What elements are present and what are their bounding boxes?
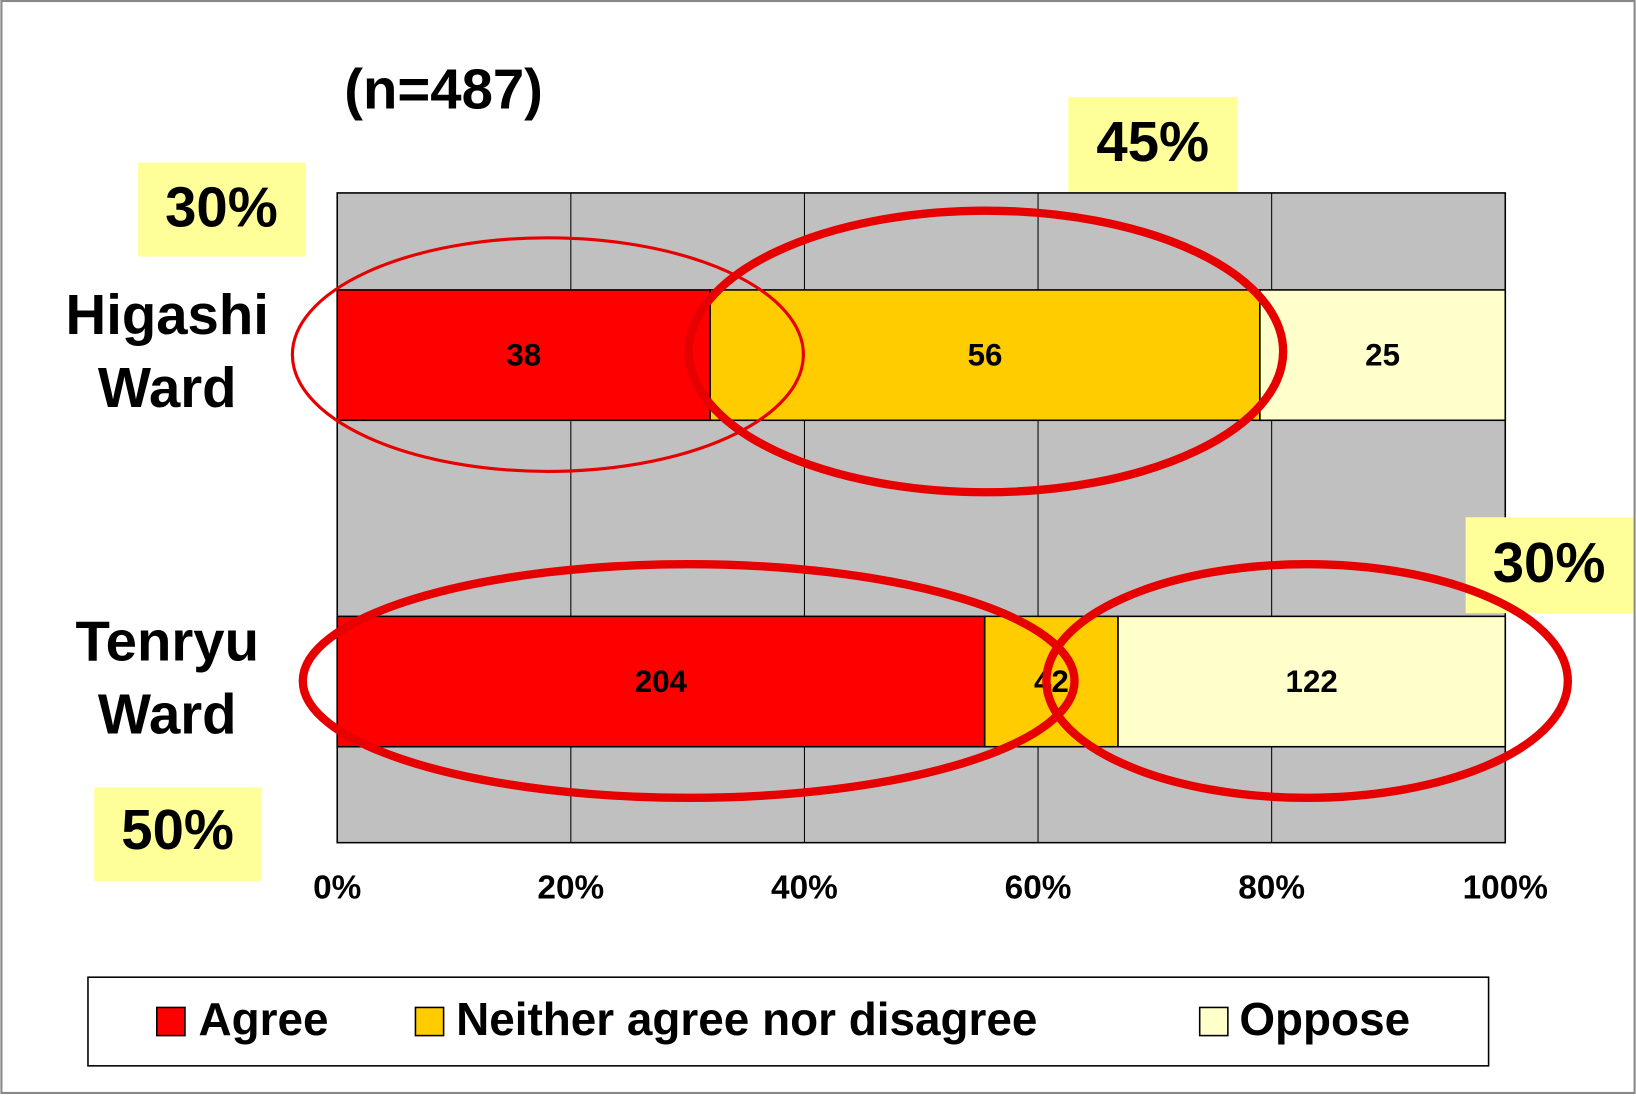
bar bbox=[1117, 615, 1507, 748]
ellipse bbox=[1042, 560, 1573, 802]
annotation-box bbox=[1068, 96, 1238, 192]
data-label: 204 bbox=[635, 664, 688, 699]
legend-label: Oppose bbox=[1239, 993, 1410, 1045]
x-tick-label: 60% bbox=[1005, 869, 1072, 906]
annotation-box bbox=[94, 787, 262, 882]
legend-label: Neither agree nor disagree bbox=[456, 993, 1037, 1045]
x-tick-label: 20% bbox=[537, 869, 604, 906]
legend-label: Agree bbox=[199, 993, 329, 1045]
bar bbox=[336, 615, 986, 748]
bar bbox=[336, 289, 711, 422]
ellipse bbox=[298, 560, 1079, 802]
data-label: 25 bbox=[1365, 337, 1400, 372]
bar bbox=[709, 289, 1261, 422]
ellipse bbox=[290, 236, 805, 473]
y-tick-label: Tenryu Ward bbox=[75, 609, 259, 745]
annotations: (n=487) 30% 45% 30% 50% bbox=[94, 58, 1634, 882]
annotation: (n=487) bbox=[344, 58, 543, 121]
legend-swatch bbox=[156, 1006, 186, 1037]
annotation: 30% bbox=[1493, 531, 1606, 594]
annotation: 50% bbox=[121, 798, 234, 861]
x-tick-label: 80% bbox=[1238, 869, 1305, 906]
legend-swatch bbox=[1198, 1006, 1229, 1037]
data-label: 56 bbox=[968, 337, 1003, 372]
data-label: 38 bbox=[506, 337, 541, 372]
bar bbox=[1259, 289, 1507, 422]
legend-swatch bbox=[414, 1006, 445, 1037]
y-tick-label: Higashi Ward bbox=[66, 283, 269, 419]
data-label: 122 bbox=[1286, 664, 1338, 699]
annotation: 30% bbox=[165, 176, 278, 239]
annotation: 45% bbox=[1096, 110, 1209, 173]
ellipse bbox=[684, 206, 1288, 497]
highlight-ellipses bbox=[290, 206, 1573, 802]
x-tick-label: 100% bbox=[1463, 869, 1548, 906]
x-tick-label: 40% bbox=[771, 869, 838, 906]
annotation-box bbox=[138, 162, 306, 257]
x-tick-label: 0% bbox=[313, 869, 361, 906]
legend-items: Agree Neither agree nor disagree Oppose bbox=[156, 993, 1410, 1045]
legend bbox=[87, 976, 1490, 1067]
